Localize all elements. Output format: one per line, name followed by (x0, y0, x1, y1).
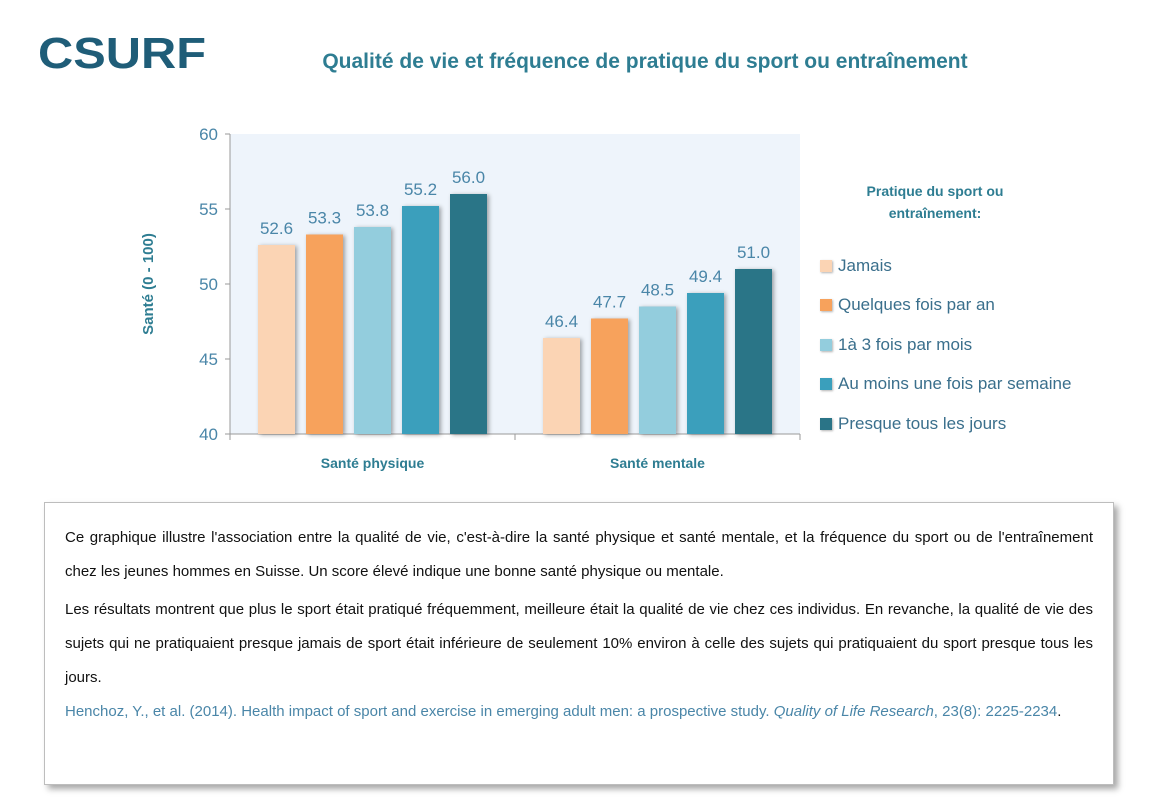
x-category-label: Santé physique (321, 455, 425, 471)
description-paragraph-2: Les résultats montrent que plus le sport… (65, 601, 1093, 686)
legend-swatch (820, 417, 832, 430)
bar (354, 227, 391, 434)
bar (402, 206, 439, 434)
legend-label: Quelques fois par an (838, 295, 995, 315)
csurf-logo: CSURF (38, 30, 206, 74)
reference-citation: Henchoz, Y., et al. (2014). Health impac… (65, 699, 1093, 724)
bar-data-label: 46.4 (545, 312, 578, 331)
y-tick-label: 40 (199, 425, 218, 444)
bar (543, 338, 580, 434)
x-category-label: Santé mentale (610, 455, 705, 471)
legend-item: Presque tous les jours (820, 404, 1120, 444)
legend-label: 1à 3 fois par mois (838, 334, 973, 354)
legend-title: Pratique du sport ou entraînement: (866, 183, 1004, 221)
legend-swatch (820, 259, 832, 272)
legend-item: 1à 3 fois par mois (820, 325, 1120, 365)
reference-volume: , 23(8): 2225-2234 (933, 703, 1058, 720)
legend-item: Quelques fois par an (820, 286, 1120, 326)
legend-swatch (820, 338, 832, 351)
bar (450, 194, 487, 434)
bar (735, 269, 772, 434)
legend-item: Au moins une fois par semaine (820, 365, 1120, 405)
bar-data-label: 53.3 (308, 209, 341, 228)
bar (306, 234, 343, 434)
bar-data-label: 47.7 (593, 293, 626, 312)
legend-label: Jamais (838, 255, 892, 275)
legend-swatch (820, 299, 832, 312)
legend-items: Jamais Quelques fois par an 1à 3 fois par … (820, 246, 1120, 444)
reference-end: . (1057, 703, 1062, 720)
bar-data-label: 49.4 (689, 267, 722, 286)
bar-data-label: 51.0 (737, 243, 770, 262)
bar (687, 293, 724, 434)
legend-item: Jamais (820, 246, 1120, 286)
description-box: Ce graphique illustre l'association entr… (44, 502, 1114, 785)
y-tick-label: 55 (199, 200, 218, 219)
y-tick-label: 50 (199, 275, 218, 294)
y-axis-label: Santé (0 - 100) (140, 233, 157, 335)
reference-journal: Quality of Life Research (773, 703, 934, 720)
bar-data-label: 53.8 (356, 201, 389, 220)
logo-text: CSURF (38, 30, 206, 74)
bar-data-label: 52.6 (260, 219, 293, 238)
chart-legend: Pratique du sport ou entraînement: Jamai… (820, 180, 1120, 444)
bar (258, 245, 295, 434)
bar-data-label: 56.0 (452, 168, 485, 187)
y-tick-label: 60 (199, 125, 218, 144)
legend-label: Au moins une fois par semaine (838, 374, 1072, 394)
bar-data-label: 48.5 (641, 281, 674, 300)
page-title: Qualité de vie et fréquence de pratique … (322, 50, 968, 73)
y-tick-label: 45 (199, 350, 218, 369)
legend-label: Presque tous les jours (838, 413, 1007, 433)
bar (639, 306, 676, 434)
bar (591, 318, 628, 434)
description-paragraph-1: Ce graphique illustre l'association entr… (65, 529, 1093, 580)
legend-swatch (820, 378, 832, 391)
bar-data-label: 55.2 (404, 180, 437, 199)
bar-chart: 40 45 50 55 60 Santé (0 - 100) 52.6 53.3 53.8 55.… (140, 125, 801, 471)
reference-authors: Henchoz, Y., et al. (2014). Health impac… (65, 703, 774, 720)
